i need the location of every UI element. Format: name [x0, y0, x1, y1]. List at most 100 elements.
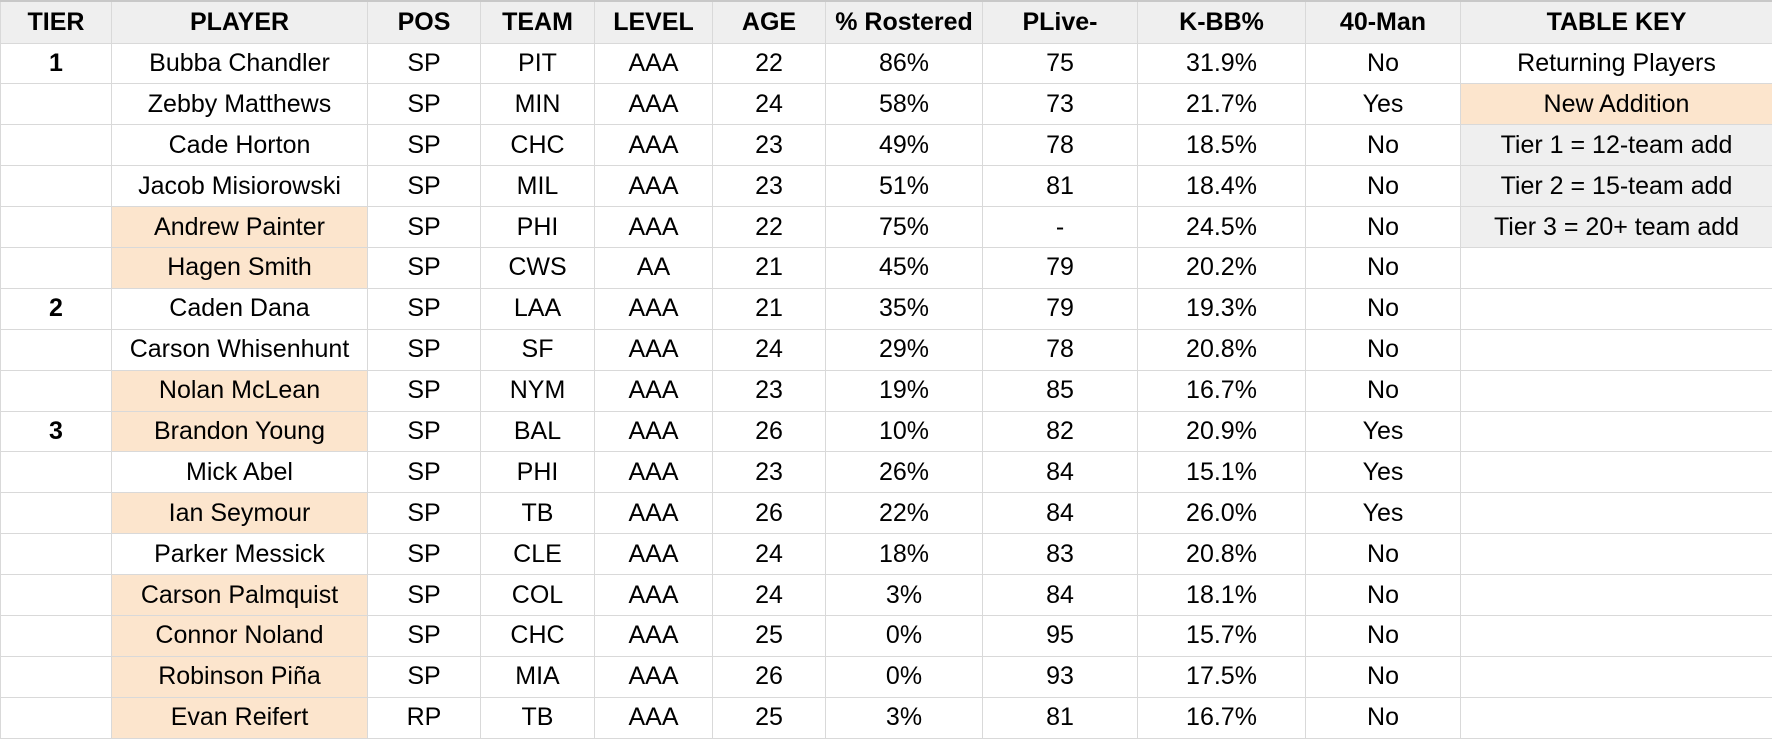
- rostered-cell[interactable]: 29%: [825, 328, 983, 371]
- age-cell[interactable]: 23: [712, 451, 826, 494]
- pos-cell[interactable]: RP: [367, 696, 481, 739]
- plive-cell[interactable]: 81: [982, 696, 1138, 739]
- pos-cell[interactable]: SP: [367, 410, 481, 453]
- kbb-cell[interactable]: 16.7%: [1137, 696, 1306, 739]
- level-cell[interactable]: AAA: [594, 410, 713, 453]
- rostered-cell[interactable]: 18%: [825, 533, 983, 576]
- plive-cell[interactable]: 78: [982, 328, 1138, 371]
- empty-cell[interactable]: [1460, 492, 1772, 535]
- empty-cell[interactable]: [1460, 533, 1772, 576]
- rostered-cell[interactable]: 51%: [825, 165, 983, 208]
- empty-cell[interactable]: [1460, 246, 1772, 289]
- rostered-cell[interactable]: 86%: [825, 42, 983, 85]
- level-cell[interactable]: AAA: [594, 492, 713, 535]
- player-cell[interactable]: Mick Abel: [111, 451, 368, 494]
- level-cell[interactable]: AAA: [594, 614, 713, 657]
- rostered-cell[interactable]: 49%: [825, 124, 983, 167]
- level-cell[interactable]: AA: [594, 246, 713, 289]
- player-cell[interactable]: Nolan McLean: [111, 369, 368, 412]
- rostered-cell[interactable]: 0%: [825, 655, 983, 698]
- empty-cell[interactable]: [1460, 655, 1772, 698]
- level-cell[interactable]: AAA: [594, 124, 713, 167]
- age-cell[interactable]: 24: [712, 328, 826, 371]
- team-cell[interactable]: PHI: [480, 451, 595, 494]
- forty-man-cell[interactable]: Yes: [1305, 83, 1461, 126]
- kbb-cell[interactable]: 18.4%: [1137, 165, 1306, 208]
- header-pos[interactable]: POS: [367, 0, 481, 44]
- plive-cell[interactable]: 82: [982, 410, 1138, 453]
- kbb-cell[interactable]: 24.5%: [1137, 206, 1306, 248]
- rostered-cell[interactable]: 26%: [825, 451, 983, 494]
- level-cell[interactable]: AAA: [594, 696, 713, 739]
- forty-man-cell[interactable]: No: [1305, 42, 1461, 85]
- age-cell[interactable]: 22: [712, 206, 826, 248]
- table-key-item[interactable]: Tier 3 = 20+ team add: [1460, 206, 1772, 248]
- plive-cell[interactable]: 93: [982, 655, 1138, 698]
- forty-man-cell[interactable]: No: [1305, 124, 1461, 167]
- plive-cell[interactable]: 84: [982, 492, 1138, 535]
- age-cell[interactable]: 26: [712, 410, 826, 453]
- plive-cell[interactable]: 83: [982, 533, 1138, 576]
- forty-man-cell[interactable]: No: [1305, 246, 1461, 289]
- level-cell[interactable]: AAA: [594, 574, 713, 616]
- kbb-cell[interactable]: 20.2%: [1137, 246, 1306, 289]
- team-cell[interactable]: CHC: [480, 614, 595, 657]
- level-cell[interactable]: AAA: [594, 165, 713, 208]
- team-cell[interactable]: LAA: [480, 287, 595, 330]
- rostered-cell[interactable]: 10%: [825, 410, 983, 453]
- age-cell[interactable]: 23: [712, 124, 826, 167]
- rostered-cell[interactable]: 19%: [825, 369, 983, 412]
- kbb-cell[interactable]: 16.7%: [1137, 369, 1306, 412]
- tier-cell[interactable]: [0, 492, 112, 535]
- pos-cell[interactable]: SP: [367, 574, 481, 616]
- pos-cell[interactable]: SP: [367, 451, 481, 494]
- tier-cell[interactable]: [0, 165, 112, 208]
- player-cell[interactable]: Zebby Matthews: [111, 83, 368, 126]
- plive-cell[interactable]: -: [982, 206, 1138, 248]
- forty-man-cell[interactable]: Yes: [1305, 492, 1461, 535]
- table-key-item[interactable]: New Addition: [1460, 83, 1772, 126]
- forty-man-cell[interactable]: No: [1305, 614, 1461, 657]
- pos-cell[interactable]: SP: [367, 328, 481, 371]
- forty-man-cell[interactable]: No: [1305, 165, 1461, 208]
- team-cell[interactable]: CHC: [480, 124, 595, 167]
- player-cell[interactable]: Brandon Young: [111, 410, 368, 453]
- player-cell[interactable]: Robinson Piña: [111, 655, 368, 698]
- team-cell[interactable]: NYM: [480, 369, 595, 412]
- kbb-cell[interactable]: 18.5%: [1137, 124, 1306, 167]
- forty-man-cell[interactable]: No: [1305, 696, 1461, 739]
- header-40-man[interactable]: 40-Man: [1305, 0, 1461, 44]
- kbb-cell[interactable]: 20.9%: [1137, 410, 1306, 453]
- forty-man-cell[interactable]: No: [1305, 574, 1461, 616]
- kbb-cell[interactable]: 21.7%: [1137, 83, 1306, 126]
- team-cell[interactable]: BAL: [480, 410, 595, 453]
- kbb-cell[interactable]: 15.7%: [1137, 614, 1306, 657]
- age-cell[interactable]: 25: [712, 696, 826, 739]
- rostered-cell[interactable]: 3%: [825, 574, 983, 616]
- team-cell[interactable]: COL: [480, 574, 595, 616]
- tier-cell[interactable]: [0, 451, 112, 494]
- age-cell[interactable]: 24: [712, 574, 826, 616]
- tier-cell[interactable]: [0, 614, 112, 657]
- header-tier[interactable]: TIER: [0, 0, 112, 44]
- team-cell[interactable]: SF: [480, 328, 595, 371]
- plive-cell[interactable]: 79: [982, 287, 1138, 330]
- team-cell[interactable]: CLE: [480, 533, 595, 576]
- empty-cell[interactable]: [1460, 451, 1772, 494]
- pos-cell[interactable]: SP: [367, 165, 481, 208]
- tier-cell[interactable]: [0, 328, 112, 371]
- empty-cell[interactable]: [1460, 369, 1772, 412]
- pos-cell[interactable]: SP: [367, 206, 481, 248]
- rostered-cell[interactable]: 3%: [825, 696, 983, 739]
- kbb-cell[interactable]: 26.0%: [1137, 492, 1306, 535]
- plive-cell[interactable]: 84: [982, 451, 1138, 494]
- tier-cell[interactable]: 1: [0, 42, 112, 85]
- pos-cell[interactable]: SP: [367, 42, 481, 85]
- rostered-cell[interactable]: 0%: [825, 614, 983, 657]
- forty-man-cell[interactable]: No: [1305, 533, 1461, 576]
- age-cell[interactable]: 26: [712, 655, 826, 698]
- team-cell[interactable]: MIL: [480, 165, 595, 208]
- table-key-item[interactable]: Tier 2 = 15-team add: [1460, 165, 1772, 208]
- level-cell[interactable]: AAA: [594, 83, 713, 126]
- kbb-cell[interactable]: 15.1%: [1137, 451, 1306, 494]
